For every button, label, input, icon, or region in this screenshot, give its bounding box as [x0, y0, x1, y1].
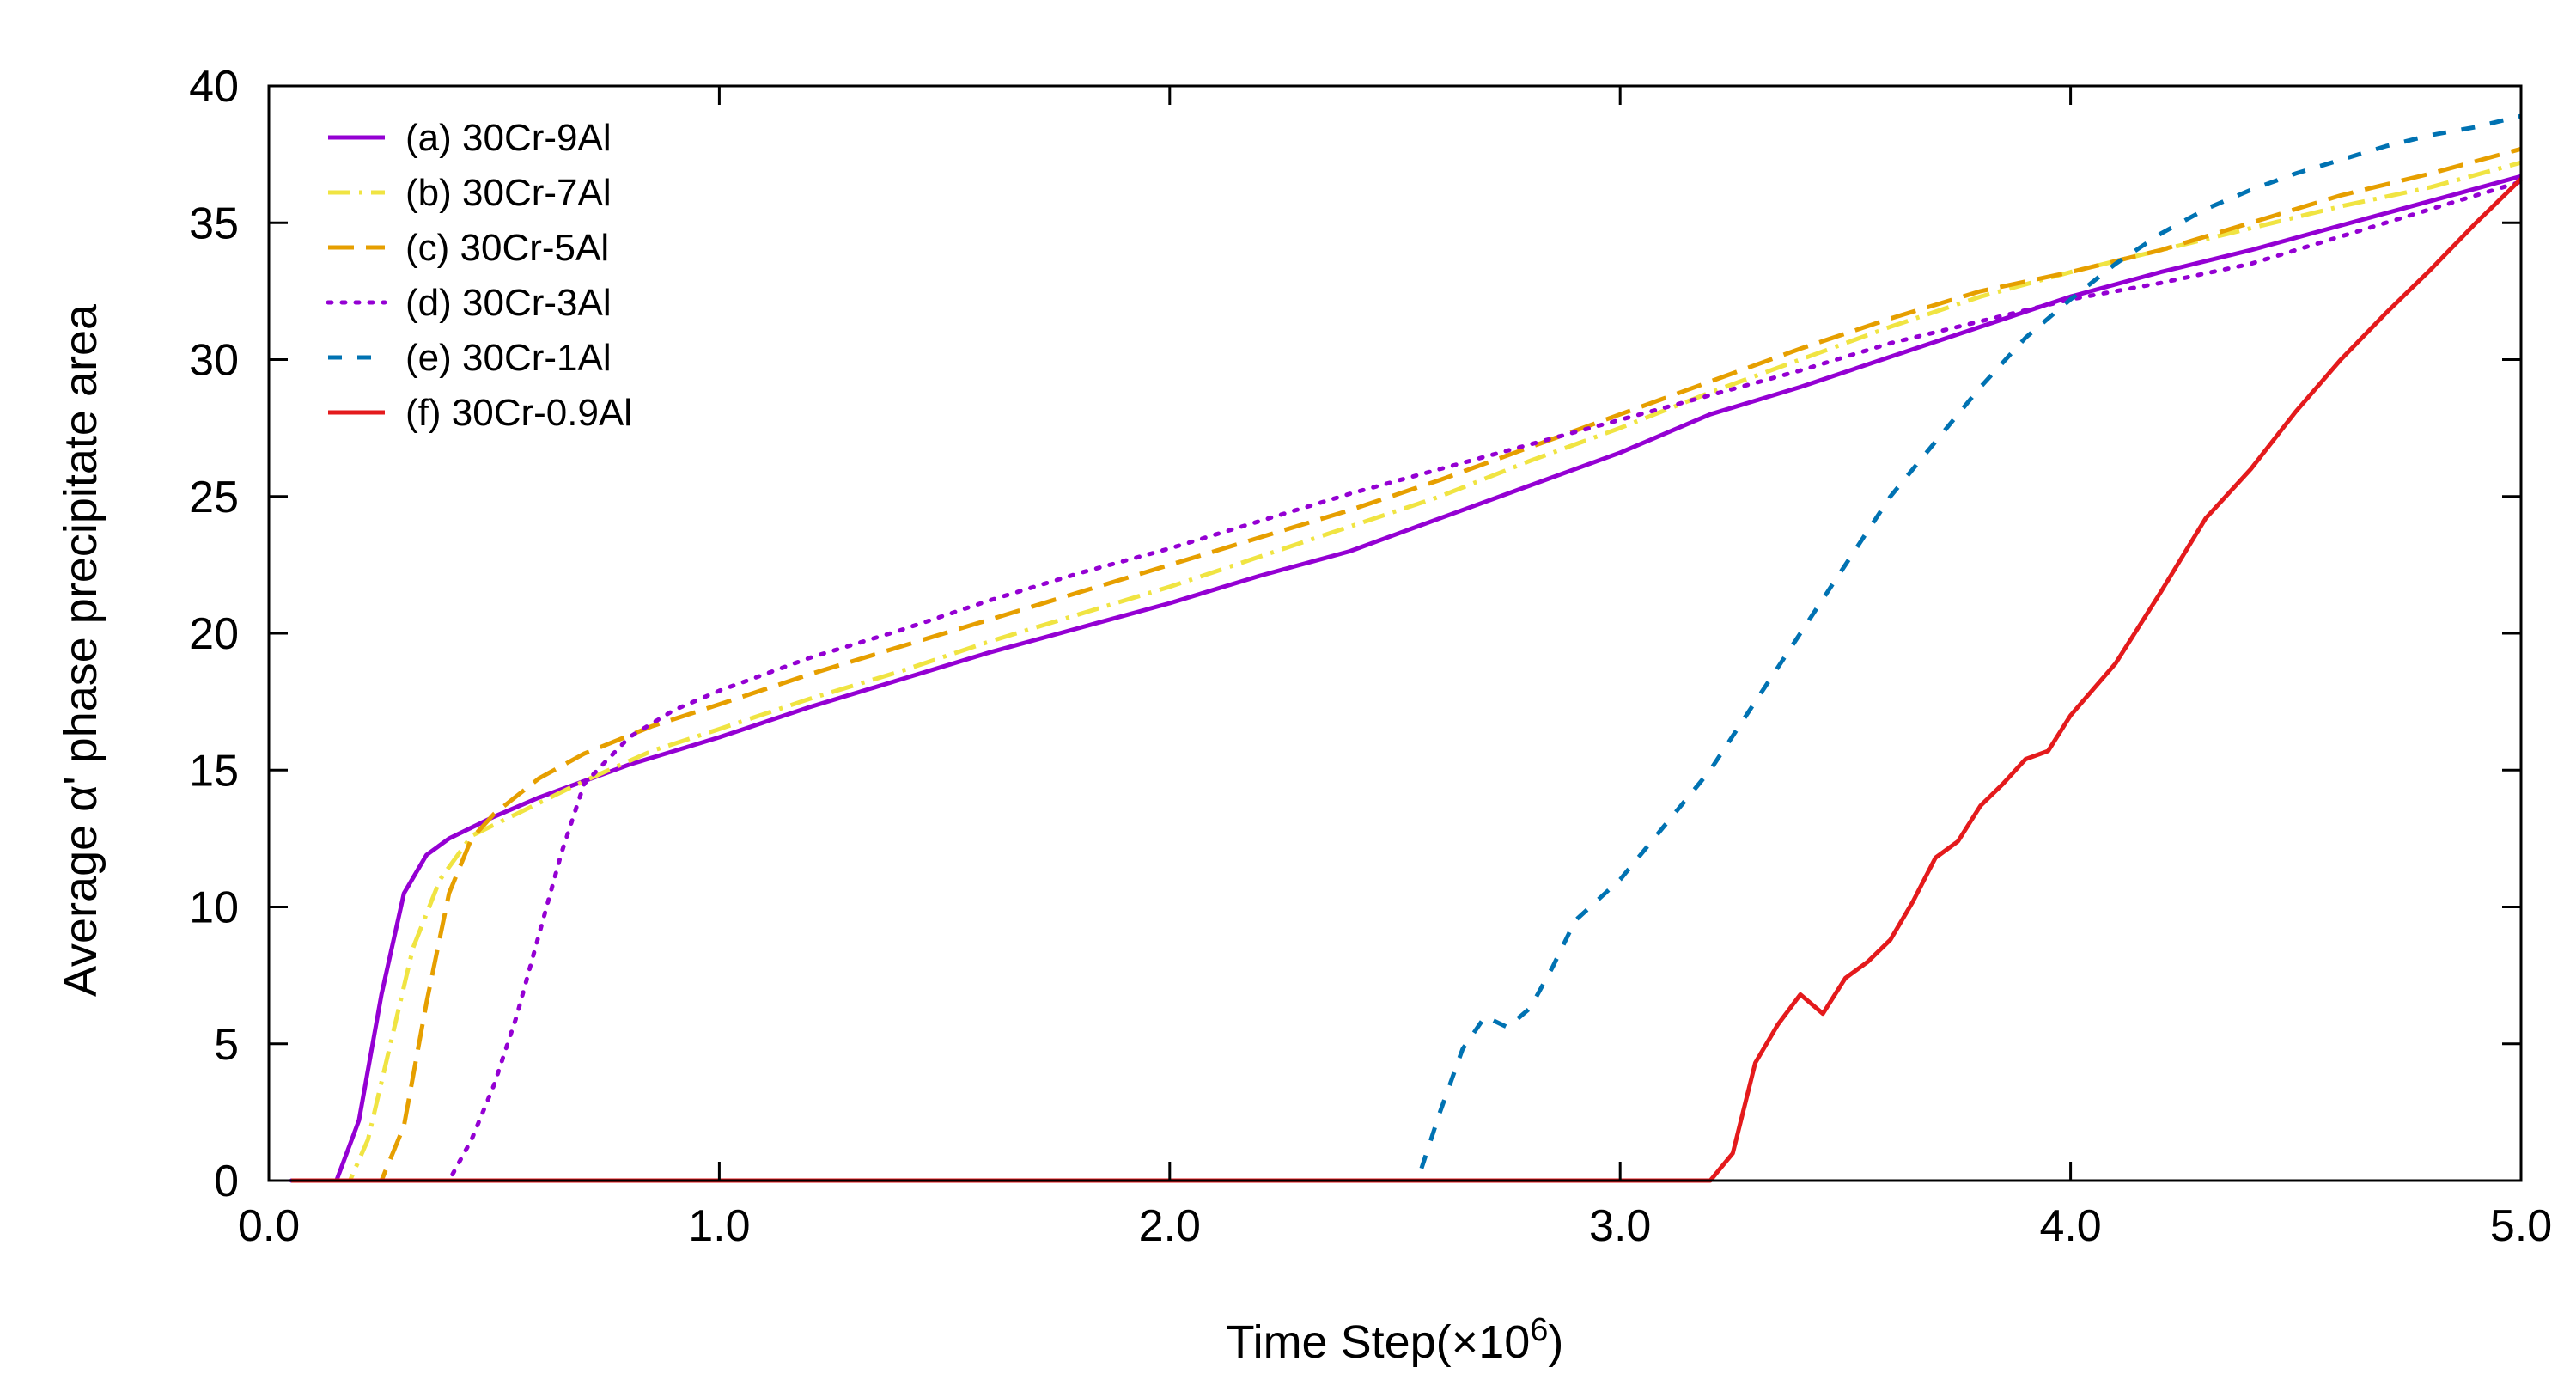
x-tick-label: 0.0	[238, 1201, 300, 1251]
x-tick-labels: 0.0 1.0 2.0 3.0 4.0 5.0	[238, 1201, 2552, 1251]
x-axis-title-exponent: 6	[1530, 1312, 1548, 1348]
axis-ticks	[267, 84, 2523, 1182]
y-tick-label: 15	[189, 746, 239, 796]
legend-label-3: (c) 30Cr-5Al	[405, 227, 609, 269]
series-line-5	[291, 113, 2522, 1183]
x-tick-label: 5.0	[2490, 1201, 2552, 1251]
y-tick-label: 40	[189, 62, 239, 112]
y-tick-labels: 0 5 10 15 20 25 30 35 40	[189, 62, 239, 1206]
plot-series	[289, 113, 2524, 1183]
x-axis-title: Time Step(×106)	[1227, 1312, 1564, 1368]
x-tick-label: 3.0	[1589, 1201, 1651, 1251]
x-tick-label: 1.0	[688, 1201, 750, 1251]
legend-label-5: (e) 30Cr-1Al	[405, 337, 612, 379]
legend-label-6: (f) 30Cr-0.9Al	[405, 392, 632, 434]
y-tick-label: 0	[214, 1157, 239, 1206]
legend-label-4: (d) 30Cr-3Al	[405, 282, 612, 324]
y-tick-label: 25	[189, 473, 239, 522]
y-tick-label: 35	[189, 198, 239, 248]
x-axis-title-base: Time Step(×10	[1227, 1316, 1531, 1368]
x-tick-label: 4.0	[2039, 1201, 2101, 1251]
legend-label-1: (a) 30Cr-9Al	[405, 117, 612, 159]
y-tick-label: 30	[189, 336, 239, 386]
legend: (a) 30Cr-9Al (b) 30Cr-7Al (c) 30Cr-5Al (d) …	[326, 117, 632, 434]
y-axis-title: Average α' phase precipitate area	[55, 303, 107, 997]
y-tick-label: 5	[214, 1020, 239, 1070]
series-line-6	[291, 177, 2523, 1183]
series-line-2	[291, 160, 2522, 1183]
y-tick-label: 10	[189, 883, 239, 933]
x-axis-title-suffix: )	[1548, 1316, 1563, 1368]
x-tick-label: 2.0	[1139, 1201, 1201, 1251]
y-tick-label: 20	[189, 609, 239, 659]
legend-label-2: (b) 30Cr-7Al	[405, 172, 612, 214]
